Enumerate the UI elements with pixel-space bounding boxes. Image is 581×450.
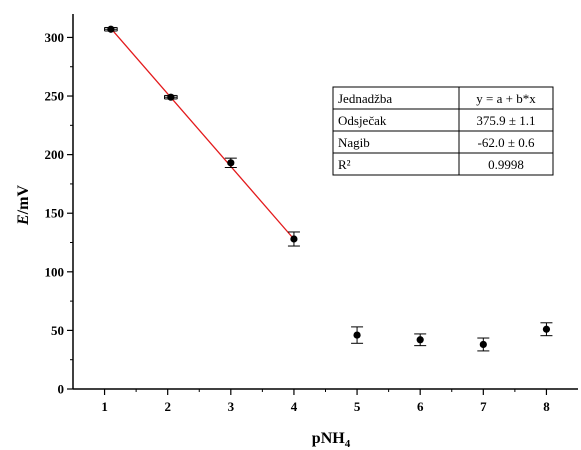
fit-line	[110, 27, 295, 240]
fit-table-label: Odsječak	[338, 113, 387, 128]
data-point	[290, 235, 298, 243]
data-point-group	[287, 231, 300, 247]
data-point	[353, 331, 361, 339]
x-axis-title: pNH4	[312, 430, 351, 450]
axes: 0 50 100 150 200 250 300 1 2 3 4 5 6 7 8	[45, 14, 578, 414]
fit-table-value: 0.9998	[488, 157, 524, 172]
data-point-group	[414, 333, 427, 347]
y-tick-label: 150	[45, 206, 65, 221]
data-point-group	[477, 337, 490, 352]
fit-table-label: R²	[338, 157, 351, 172]
data-point	[227, 159, 235, 167]
y-axis-title-italic: E	[15, 214, 32, 226]
x-tick-label: 7	[480, 399, 487, 414]
y-tick-label: 50	[51, 323, 64, 338]
y-tick-label: 0	[58, 382, 65, 397]
fit-table-label: Jednadžba	[338, 91, 392, 106]
data-point-group	[351, 326, 364, 344]
data-point-group	[224, 157, 237, 169]
fit-table-value: y = a + b*x	[476, 91, 536, 106]
y-tick-label: 250	[45, 89, 65, 104]
x-tick-label: 1	[101, 399, 108, 414]
axis-titles: pNH4 E/mV	[15, 185, 351, 450]
fit-table-value: 375.9 ± 1.1	[476, 113, 535, 128]
data-point-group	[540, 322, 553, 337]
fit-table-value: -62.0 ± 0.6	[478, 135, 535, 150]
fit-results-table: Jednadžba y = a + b*x Odsječak 375.9 ± 1.1 N…	[332, 86, 554, 176]
data-marks	[104, 25, 553, 352]
x-tick-label: 3	[228, 399, 235, 414]
data-point	[107, 25, 115, 33]
data-point	[416, 336, 424, 344]
data-point	[542, 325, 551, 333]
fit-table-label: Nagib	[338, 135, 370, 150]
y-axis-title: E/mV	[15, 185, 32, 226]
x-tick-label: 6	[417, 399, 424, 414]
data-point-group	[164, 93, 178, 101]
x-axis-title-subscript: 4	[345, 438, 351, 450]
x-tick-label: 8	[543, 399, 550, 414]
y-tick-label: 300	[45, 30, 65, 45]
data-point-group	[104, 25, 118, 33]
y-tick-label: 200	[45, 147, 65, 162]
x-tick-label: 2	[164, 399, 171, 414]
data-point	[167, 93, 175, 101]
x-tick-label: 5	[354, 399, 361, 414]
data-point	[479, 340, 487, 349]
y-tick-label: 100	[45, 264, 65, 279]
x-tick-label: 4	[291, 399, 298, 414]
